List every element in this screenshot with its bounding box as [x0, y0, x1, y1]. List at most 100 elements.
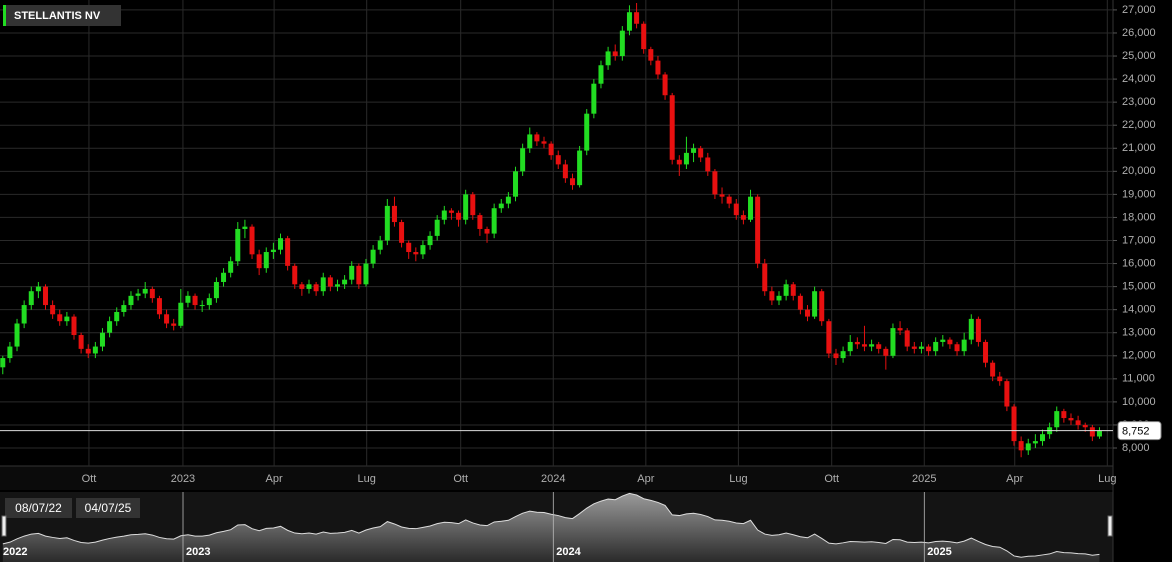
candle-body: [356, 265, 362, 285]
candle-body: [377, 240, 383, 250]
candle-body: [733, 203, 739, 216]
candle-body: [7, 346, 13, 359]
candle-body: [463, 194, 469, 220]
candle-body: [285, 238, 291, 266]
candle-body: [64, 316, 70, 322]
candle-body: [861, 344, 867, 347]
candle-body: [498, 203, 504, 209]
candle-body: [71, 316, 77, 336]
candle-body: [384, 205, 390, 241]
candle-body: [1011, 406, 1017, 442]
candle-body: [783, 284, 789, 296]
candle-body: [562, 164, 568, 179]
candle-body: [698, 148, 704, 158]
candle-body: [847, 341, 853, 352]
candle-body: [812, 291, 818, 317]
candle-body: [213, 281, 219, 299]
candle-body: [876, 344, 882, 349]
candle-body: [206, 298, 212, 306]
candle-body: [804, 309, 810, 317]
y-tick-label: 18,000: [1122, 211, 1156, 223]
candle-body: [28, 291, 34, 306]
candle-body: [1018, 441, 1024, 451]
candle-body: [676, 159, 682, 165]
candle-body: [961, 339, 967, 352]
candle-body: [420, 245, 426, 255]
candle-body: [541, 141, 547, 144]
y-tick-label: 20,000: [1122, 165, 1156, 177]
candle-body: [513, 171, 519, 197]
candle-body: [918, 346, 924, 349]
navigator-year-label: 2024: [556, 546, 581, 558]
candle-body: [1004, 381, 1010, 407]
candle-body: [178, 302, 184, 326]
candle-body: [342, 279, 348, 285]
candle-body: [156, 298, 162, 315]
x-tick-label: Ott: [453, 473, 468, 485]
x-tick-label: Apr: [1006, 473, 1023, 485]
x-tick-label: Lug: [358, 473, 376, 485]
candle-body: [185, 295, 191, 303]
candle-body: [748, 196, 754, 220]
candle-body: [947, 339, 953, 345]
candle-body: [327, 277, 333, 287]
candle-body: [484, 228, 490, 234]
x-tick-label: Lug: [729, 473, 747, 485]
x-tick-label: Lug: [1098, 473, 1116, 485]
candle-body: [306, 284, 312, 289]
candle-body: [85, 348, 91, 354]
navigator-year-label: 2022: [3, 546, 27, 558]
candle-body: [555, 155, 561, 165]
candle-body: [43, 286, 49, 306]
y-tick-label: 21,000: [1122, 142, 1156, 154]
x-tick-label: 2025: [912, 473, 936, 485]
candle-body: [527, 134, 533, 149]
x-axis-band: [0, 466, 1113, 490]
candle-body: [569, 178, 575, 186]
candle-body: [35, 286, 41, 292]
candle-body: [399, 222, 405, 243]
candle-body: [890, 328, 896, 356]
candle-body: [797, 295, 803, 310]
candle-body: [1039, 434, 1045, 442]
candle-body: [171, 323, 177, 326]
candle-body: [299, 284, 305, 289]
candle-body: [1025, 443, 1031, 451]
candle-body: [413, 252, 419, 255]
candle-body: [548, 143, 554, 156]
navigator-handle[interactable]: [1, 515, 7, 537]
last-price-label: 8,752: [1122, 426, 1150, 438]
candle-body: [92, 346, 98, 354]
candle-body: [263, 252, 269, 269]
candle-body: [128, 295, 134, 306]
navigator-handle[interactable]: [1107, 515, 1113, 537]
candle-body: [1061, 411, 1067, 419]
candle-body: [577, 150, 583, 186]
y-tick-label: 24,000: [1122, 73, 1156, 85]
candle-body: [470, 194, 476, 216]
candle-body: [235, 228, 241, 262]
candle-body: [883, 348, 889, 356]
candle-body: [107, 321, 113, 333]
candle-body: [983, 341, 989, 363]
y-tick-label: 13,000: [1122, 327, 1156, 339]
candle-body: [691, 148, 697, 153]
candle-body: [1089, 427, 1095, 437]
candle-body: [256, 254, 262, 269]
candle-body: [334, 284, 340, 287]
candle-body: [719, 194, 725, 197]
candle-body: [641, 23, 647, 50]
candle-body: [655, 60, 661, 75]
candle-body: [456, 212, 462, 220]
candle-body: [57, 314, 63, 322]
candle-body: [826, 321, 832, 354]
candle-body: [605, 51, 611, 66]
candle-body: [705, 157, 711, 172]
y-tick-label: 22,000: [1122, 119, 1156, 131]
candle-body: [0, 358, 6, 368]
candle-body: [626, 12, 632, 31]
y-tick-label: 23,000: [1122, 96, 1156, 108]
range-label-box: [5, 498, 72, 518]
y-tick-label: 14,000: [1122, 304, 1156, 316]
candle-body: [249, 226, 255, 255]
